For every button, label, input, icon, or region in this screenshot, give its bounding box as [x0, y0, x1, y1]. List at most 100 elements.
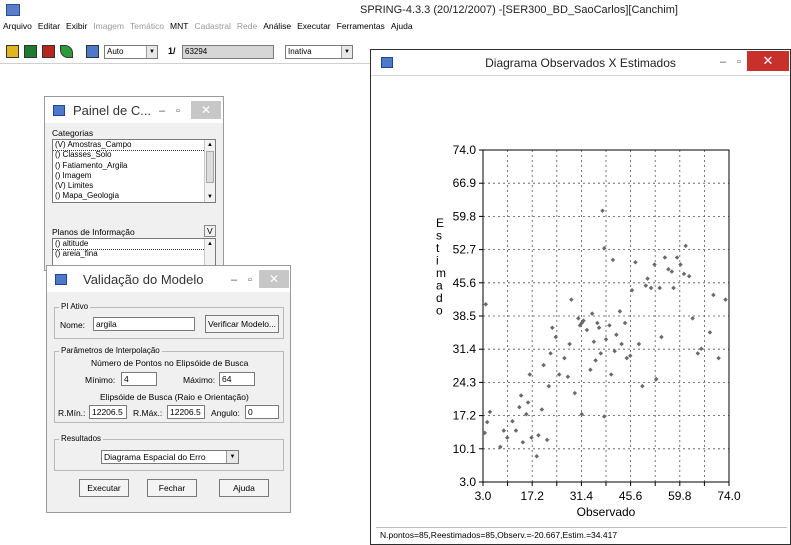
- resultados-label: Resultados: [59, 434, 104, 443]
- fechar-button[interactable]: Fechar: [147, 479, 197, 497]
- rmin-label: R.Mín.:: [58, 408, 86, 418]
- categorias-list[interactable]: (V) Amostras_Campo() Classes_Solo() Fati…: [52, 139, 216, 203]
- minimo-field[interactable]: 4: [121, 372, 157, 386]
- maximize-button[interactable]: ▫: [176, 105, 180, 117]
- plot-border: [482, 149, 730, 483]
- close-button[interactable]: ✕: [747, 51, 789, 71]
- data-point: [581, 318, 586, 323]
- rmin-field[interactable]: 12206.5: [89, 405, 127, 419]
- nome-field[interactable]: argila: [93, 317, 195, 331]
- data-point: [544, 437, 550, 443]
- interpolacao-group: Parâmetros de Interpolação Número de Pon…: [54, 346, 284, 423]
- y-tick-label: 31.4: [453, 342, 477, 356]
- y-tick-label: 10.1: [453, 442, 477, 456]
- plano-list-item[interactable]: () altitude: [53, 239, 215, 251]
- data-point: [602, 414, 607, 419]
- resultados-select[interactable]: Diagrama Espacial do Erro ▼: [101, 450, 239, 464]
- categoria-list-item[interactable]: () Classes_Solo: [55, 150, 112, 160]
- menu-item-6[interactable]: Cadastral: [194, 21, 231, 31]
- data-point: [518, 393, 524, 398]
- scale-field[interactable]: 63294: [182, 45, 274, 59]
- categoria-list-item[interactable]: () Mapa_Geologia: [55, 191, 120, 201]
- data-point: [548, 351, 553, 356]
- planos-list[interactable]: () altitude() areia_fina ▲: [52, 238, 216, 268]
- categoria-list-item[interactable]: (V) Limites: [55, 181, 94, 191]
- data-point: [536, 432, 541, 438]
- data-point: [707, 330, 713, 335]
- data-point: [484, 419, 490, 425]
- data-point: [619, 341, 624, 347]
- draw-icon[interactable]: [60, 45, 73, 58]
- planos-label: Planos de Informação: [52, 227, 135, 237]
- verificar-modelo-button[interactable]: Verificar Modelo...: [205, 315, 279, 333]
- minimize-button[interactable]: –: [158, 105, 166, 117]
- scroll-up-icon[interactable]: ▲: [207, 241, 213, 247]
- menu-item-2[interactable]: Exibir: [66, 21, 88, 31]
- data-point: [482, 430, 487, 436]
- menu-item-7[interactable]: Rede: [236, 21, 258, 31]
- data-point: [510, 418, 515, 424]
- data-point: [539, 407, 545, 412]
- menu-item-0[interactable]: Arquivo: [3, 21, 32, 31]
- layers-icon[interactable]: [42, 45, 55, 58]
- planos-scrollbar[interactable]: ▲: [204, 239, 215, 267]
- angulo-field[interactable]: 0: [245, 405, 279, 419]
- menu-item-11[interactable]: Ajuda: [390, 21, 413, 31]
- maximo-field[interactable]: 64: [219, 372, 255, 386]
- ajuda-button[interactable]: Ajuda: [219, 479, 269, 497]
- data-point: [546, 383, 552, 389]
- painel-window: Painel de C... – ▫ ✕ Categorias (V) Amos…: [44, 96, 224, 271]
- maximize-button[interactable]: ▫: [737, 56, 741, 68]
- categoria-list-item[interactable]: () Imagem: [55, 170, 92, 180]
- data-point: [648, 285, 654, 291]
- status-select[interactable]: Inativa ▼: [285, 45, 353, 59]
- minimize-button[interactable]: –: [230, 274, 238, 286]
- menu-item-3[interactable]: Imagem: [93, 21, 125, 31]
- diagrama-title-bar[interactable]: Diagrama Observados X Estimados – ▫ ✕: [371, 50, 790, 76]
- validacao-title-bar[interactable]: Validação do Modelo – ▫ ✕: [47, 266, 290, 292]
- menu-item-10[interactable]: Ferramentas: [336, 21, 385, 31]
- spring-logo-icon: [6, 4, 20, 16]
- menu-item-9[interactable]: Executar: [297, 21, 331, 31]
- zoom-mode-select[interactable]: Auto ▼: [104, 45, 158, 59]
- data-point: [534, 454, 539, 459]
- menu-item-8[interactable]: Análise: [263, 21, 292, 31]
- x-tick-label: 74.0: [717, 489, 741, 503]
- data-point: [669, 269, 675, 274]
- data-point: [671, 285, 676, 291]
- menu-item-1[interactable]: Editar: [37, 21, 61, 31]
- minimize-button[interactable]: –: [719, 56, 727, 68]
- projects-icon[interactable]: [24, 45, 37, 58]
- data-point: [572, 390, 578, 396]
- plano-list-item[interactable]: () areia_fina: [55, 249, 98, 259]
- close-button[interactable]: ✕: [259, 270, 289, 288]
- menu-item-5[interactable]: MNT: [170, 21, 189, 31]
- rmax-field[interactable]: 12206.5: [167, 405, 205, 419]
- display-icon[interactable]: [86, 45, 99, 58]
- categoria-list-item[interactable]: () Fatiamento_Argila: [55, 160, 128, 170]
- data-point: [598, 351, 604, 356]
- data-point: [569, 297, 574, 302]
- y-axis-label-letter: t: [436, 241, 440, 255]
- y-axis-label-letter: s: [436, 229, 442, 243]
- menu-item-4[interactable]: Temático: [130, 21, 165, 31]
- data-point: [683, 243, 688, 249]
- planos-toggle[interactable]: V: [204, 225, 216, 237]
- executar-button[interactable]: Executar: [79, 479, 129, 497]
- data-point: [483, 302, 489, 307]
- scroll-down-icon[interactable]: ▼: [207, 194, 213, 200]
- data-point: [584, 327, 590, 333]
- data-point: [565, 374, 571, 380]
- data-point: [501, 428, 507, 433]
- scroll-thumb[interactable]: [206, 151, 214, 183]
- open-database-icon[interactable]: [6, 45, 19, 58]
- scroll-up-icon[interactable]: ▲: [207, 142, 213, 148]
- diagrama-window: Diagrama Observados X Estimados – ▫ ✕ 3.…: [370, 49, 791, 545]
- categoria-list-item[interactable]: (V) Amostras_Campo: [53, 140, 215, 152]
- y-axis-label-letter: i: [436, 254, 439, 268]
- categorias-scrollbar[interactable]: ▲ ▼: [204, 140, 215, 202]
- close-button[interactable]: ✕: [191, 101, 221, 119]
- painel-title-bar[interactable]: Painel de C... – ▫ ✕: [45, 97, 223, 123]
- y-axis-label-letter: d: [436, 291, 443, 305]
- maximize-button[interactable]: ▫: [248, 274, 252, 286]
